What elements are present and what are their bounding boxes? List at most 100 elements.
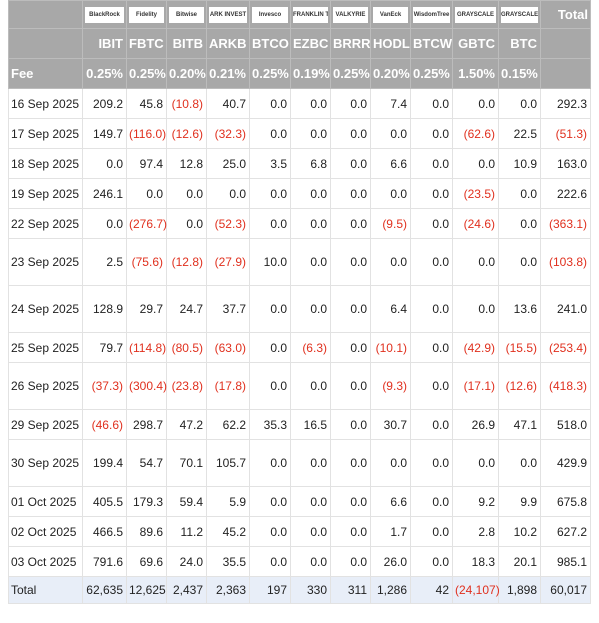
blank-cell	[8, 28, 83, 59]
flow-value: 3.5	[249, 148, 291, 179]
flow-value: 0.0	[290, 238, 331, 286]
flow-row: 22 Sep 2025 0.0 (276.7) 0.0 (52.3) 0.0 0.0 0.0(…	[8, 208, 591, 239]
flow-value: 62.2	[206, 409, 250, 440]
flow-value: (52.3)	[206, 208, 250, 239]
flow-value: 0.0	[290, 362, 331, 410]
flow-value: 0.0	[330, 546, 371, 577]
flow-value: (12.8)	[166, 238, 207, 286]
flow-value: 30.7	[370, 409, 411, 440]
ticker: FBTC	[126, 28, 167, 59]
flow-value: (300.4)	[126, 362, 167, 410]
flow-value: 791.6	[82, 546, 127, 577]
flow-value: 0.0	[330, 332, 371, 363]
issuer-logo: WisdomTree	[413, 6, 450, 23]
issuer-cell: GRAYSCALE	[452, 0, 499, 29]
date: 26 Sep 2025	[8, 362, 83, 410]
flow-value: 0.0	[452, 238, 499, 286]
flow-value: 0.0	[498, 439, 541, 487]
ticker-row: IBIT FBTC BITB ARKB BTCO EZBC BRRR HODL BTCW GBTC…	[8, 28, 591, 59]
row-total: 675.8	[540, 486, 591, 517]
flow-value: 0.0	[249, 439, 291, 487]
flow-value: 20.1	[498, 546, 541, 577]
flow-value: 6.6	[370, 148, 411, 179]
flow-value: (9.5)	[370, 208, 411, 239]
issuer-logo: GRAYSCALE	[455, 6, 496, 23]
row-total: 163.0	[540, 148, 591, 179]
flow-value: 0.0	[290, 285, 331, 333]
date: 23 Sep 2025	[8, 238, 83, 286]
flow-value: 0.0	[290, 178, 331, 209]
flow-value: (17.8)	[206, 362, 250, 410]
issuer-logo: ARK INVEST	[209, 6, 247, 23]
flow-value: 0.0	[249, 285, 291, 333]
flow-value: 0.0	[249, 486, 291, 517]
flow-value: 2.8	[452, 516, 499, 547]
row-total: (103.8)	[540, 238, 591, 286]
flow-value: 59.4	[166, 486, 207, 517]
flow-value: 6.4	[370, 285, 411, 333]
flow-value: 0.0	[410, 362, 453, 410]
blank-cell	[540, 58, 591, 89]
flow-value: (62.6)	[452, 118, 499, 149]
total-row: Total 62,635 12,625 2,437 2,363 197 330 311 1,28…	[8, 576, 591, 604]
flow-row: 23 Sep 2025 2.5 (75.6) (12.8) (27.9) 10.0 0.0 0…	[8, 238, 591, 286]
ticker: BTCO	[249, 28, 291, 59]
flow-value: 209.2	[82, 88, 127, 119]
row-total: (363.1)	[540, 208, 591, 239]
flow-value: 0.0	[498, 208, 541, 239]
flow-row: 19 Sep 2025 246.1 0.0 0.0 0.0 0.0 0.0 0.0 0.0 0.0…	[8, 178, 591, 209]
flow-value: 10.9	[498, 148, 541, 179]
flow-value: 0.0	[249, 516, 291, 547]
flow-value: 0.0	[290, 118, 331, 149]
ticker: ARKB	[206, 28, 250, 59]
date: 30 Sep 2025	[8, 439, 83, 487]
flow-value: 0.0	[452, 439, 499, 487]
flow-value: 0.0	[330, 88, 371, 119]
flow-value: 0.0	[370, 118, 411, 149]
flow-row: 03 Oct 2025 791.6 69.6 24.0 35.5 0.0 0.0 0.0 26.…	[8, 546, 591, 577]
flow-value: 26.9	[452, 409, 499, 440]
total-value: 2,437	[166, 576, 207, 604]
flow-row: 18 Sep 2025 0.0 97.4 12.8 25.0 3.5 6.8 0.0 6.6 0.…	[8, 148, 591, 179]
flow-value: 0.0	[410, 88, 453, 119]
flow-value: (46.6)	[82, 409, 127, 440]
flow-value: 11.2	[166, 516, 207, 547]
flow-value: 0.0	[249, 208, 291, 239]
flow-value: (24.6)	[452, 208, 499, 239]
flow-value: (23.8)	[166, 362, 207, 410]
flow-row: 25 Sep 2025 79.7 (114.8) (80.5) (63.0) 0.0 (6.…	[8, 332, 591, 363]
issuer-cell: VanEck	[370, 0, 411, 29]
flow-value: (6.3)	[290, 332, 331, 363]
flow-value: 47.1	[498, 409, 541, 440]
flow-value: 70.1	[166, 439, 207, 487]
issuer-cell: Invesco	[249, 0, 291, 29]
flow-value: 0.0	[370, 238, 411, 286]
flow-value: 466.5	[82, 516, 127, 547]
flow-value: 0.0	[206, 178, 250, 209]
flow-value: 6.6	[370, 486, 411, 517]
ticker: GBTC	[452, 28, 499, 59]
total-value: 2,363	[206, 576, 250, 604]
ticker: BTCW	[410, 28, 453, 59]
flow-value: 10.2	[498, 516, 541, 547]
row-total: 985.1	[540, 546, 591, 577]
flow-value: 40.7	[206, 88, 250, 119]
flow-value: 22.5	[498, 118, 541, 149]
flow-value: 0.0	[82, 208, 127, 239]
fee: 0.19%	[290, 58, 331, 89]
date: 22 Sep 2025	[8, 208, 83, 239]
flow-value: 12.8	[166, 148, 207, 179]
flow-value: 0.0	[410, 332, 453, 363]
blank-cell	[8, 0, 83, 29]
flow-value: 16.5	[290, 409, 331, 440]
total-value: 330	[290, 576, 331, 604]
flow-value: 405.5	[82, 486, 127, 517]
total-value: 311	[330, 576, 371, 604]
flow-value: 97.4	[126, 148, 167, 179]
etf-flow-table: BlackRock Fidelity Bitwise ARK INVEST Invesc…	[8, 0, 591, 604]
total-header: Total	[540, 0, 591, 29]
date: 25 Sep 2025	[8, 332, 83, 363]
date: 24 Sep 2025	[8, 285, 83, 333]
issuer-logo: FRANKLIN TEMPLETON	[293, 6, 328, 23]
